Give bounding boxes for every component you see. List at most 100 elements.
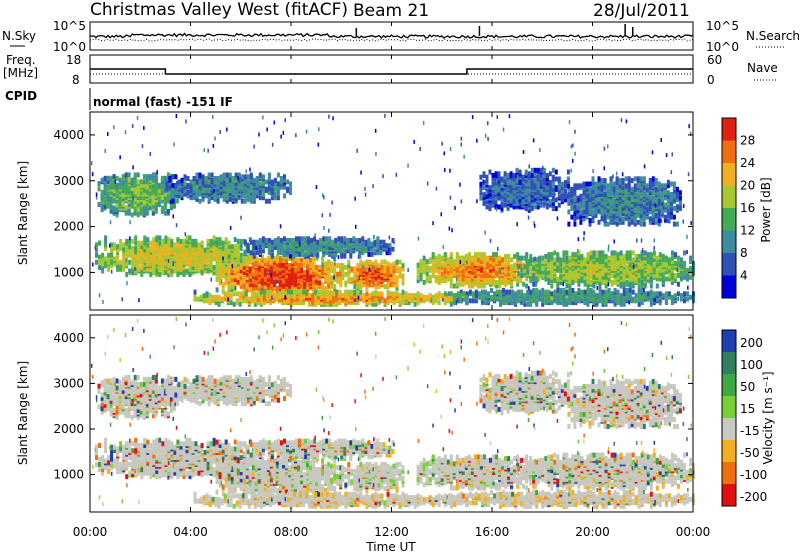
power-cell — [667, 204, 670, 209]
power-cell — [504, 171, 507, 176]
power-cell — [502, 288, 505, 293]
power-cell — [361, 236, 364, 241]
power-cell — [318, 280, 321, 285]
power-cell — [492, 257, 495, 262]
power-cell — [384, 284, 387, 289]
power-cell — [393, 277, 396, 282]
power-cell — [312, 261, 315, 266]
power-cell — [510, 171, 513, 176]
power-cell — [167, 209, 170, 214]
power-cell — [589, 218, 592, 223]
power-cell — [216, 287, 219, 292]
power-cell — [638, 288, 641, 293]
power-cell — [517, 264, 520, 269]
power-cell — [292, 238, 295, 243]
power-cell — [683, 261, 686, 266]
power-cell — [396, 260, 399, 265]
power-cell — [670, 192, 673, 197]
power-cell — [604, 192, 607, 197]
power-cell — [643, 222, 646, 227]
power-cell — [229, 197, 232, 202]
power-cell — [277, 195, 280, 200]
power-cell — [570, 215, 573, 220]
power-cell — [598, 176, 601, 181]
power-cell — [392, 247, 395, 252]
power-cell — [631, 178, 634, 183]
power-cell — [628, 222, 631, 227]
power-cell — [673, 222, 676, 227]
power-cell — [655, 220, 658, 225]
power-cell — [356, 263, 359, 268]
power-cell — [234, 244, 237, 249]
power-cell — [686, 291, 689, 296]
power-cell — [186, 269, 189, 274]
power-cell — [635, 298, 638, 303]
power-cell — [122, 174, 125, 179]
power-cell — [259, 195, 262, 200]
power-cell — [576, 204, 579, 209]
power-cell — [495, 280, 498, 285]
power-cell — [149, 246, 152, 251]
power-cell — [629, 250, 632, 255]
power-cell — [322, 236, 325, 241]
power-cell — [264, 258, 267, 263]
power-cell — [492, 173, 495, 178]
power-cell — [592, 209, 595, 214]
power-cell — [164, 235, 167, 240]
power-cell — [149, 174, 152, 179]
power-cell — [131, 178, 134, 183]
power-cell — [155, 235, 158, 240]
power-cell — [632, 250, 635, 255]
power-cell — [346, 238, 349, 243]
power-cell — [686, 273, 689, 278]
power-cell — [417, 270, 420, 275]
power-cell — [538, 261, 541, 266]
power-cell — [647, 252, 650, 257]
power-cell — [583, 209, 586, 214]
power-cell — [570, 199, 573, 204]
power-cell — [662, 254, 665, 259]
power-cell — [140, 241, 143, 246]
power-cell — [598, 220, 601, 225]
power-cell — [196, 173, 199, 178]
power-cell — [274, 178, 277, 183]
power-cell — [286, 187, 289, 192]
power-cell — [653, 250, 656, 255]
power-cell — [297, 258, 300, 263]
power-cell — [204, 248, 207, 253]
power-cell — [140, 265, 143, 270]
power-cell — [677, 261, 680, 266]
power-cell — [158, 235, 161, 240]
power-cell — [492, 182, 495, 187]
power-cell — [347, 260, 350, 265]
power-cell — [477, 257, 480, 262]
power-cell — [146, 237, 149, 242]
noise-left-tick-bottom: 10^0 — [53, 40, 86, 54]
power-cell — [318, 265, 321, 270]
power-cell — [479, 175, 482, 180]
power-cell — [116, 193, 119, 198]
power-cell — [579, 220, 582, 225]
power-cell — [280, 176, 283, 181]
power-cell — [187, 190, 190, 195]
power-cell — [587, 284, 590, 289]
power-cell — [496, 290, 499, 295]
power-cell — [489, 170, 492, 175]
power-cell — [499, 298, 502, 303]
power-cell — [196, 187, 199, 192]
power-heatmap-cells — [91, 114, 695, 307]
power-cell — [134, 241, 137, 246]
power-cell — [229, 173, 232, 178]
power-cell — [504, 270, 507, 275]
power-cell — [579, 194, 582, 199]
power-cell — [244, 174, 247, 179]
power-cell — [101, 190, 104, 195]
power-cell — [350, 267, 353, 272]
power-cell — [616, 176, 619, 181]
power-cell — [225, 260, 228, 265]
power-cell — [98, 186, 101, 191]
power-cell — [634, 176, 637, 181]
power-cell — [599, 250, 602, 255]
power-cell — [283, 193, 286, 198]
